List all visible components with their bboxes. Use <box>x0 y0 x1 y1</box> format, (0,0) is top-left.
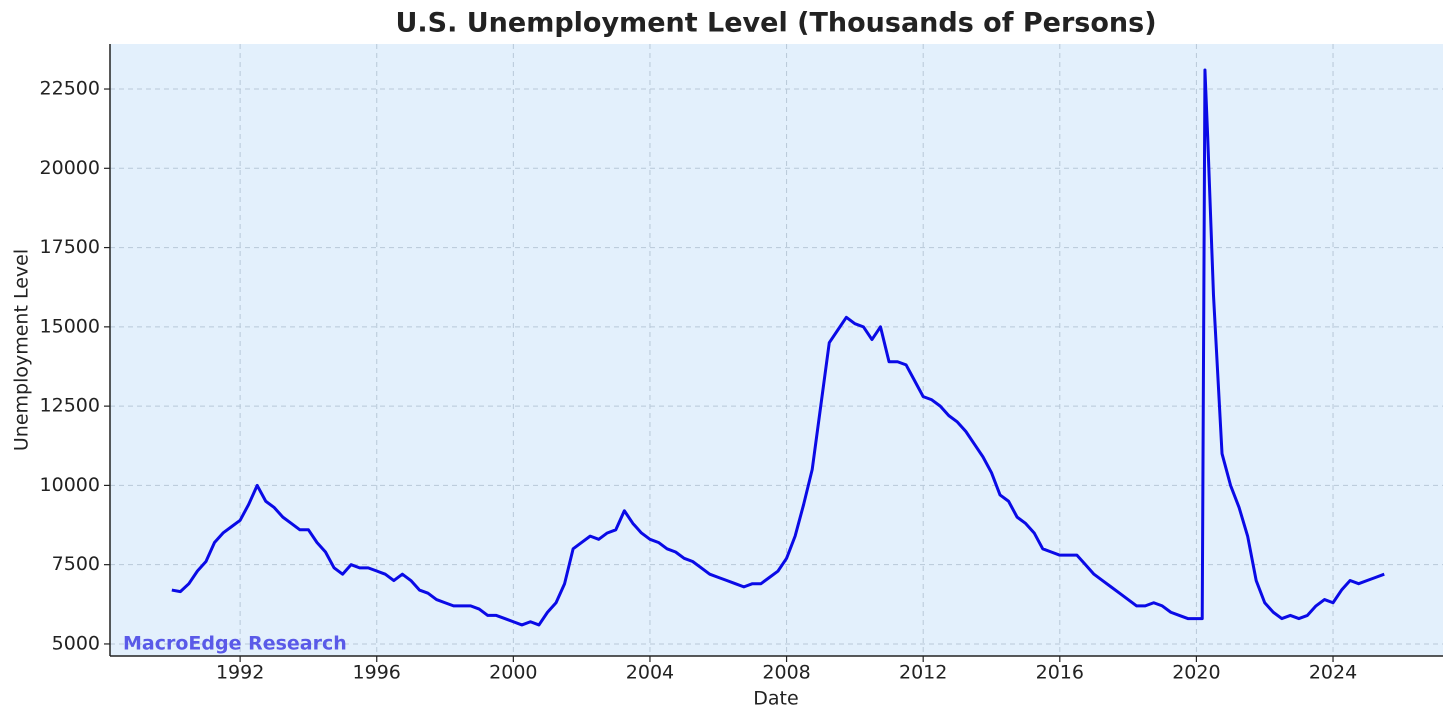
y-tick-label: 17500 <box>40 236 100 258</box>
x-tick-label: 2004 <box>626 662 674 684</box>
watermark: MacroEdge Research <box>123 633 347 655</box>
y-tick-label: 10000 <box>40 474 100 496</box>
y-axis-label: Unemployment Level <box>11 249 33 451</box>
x-tick-label: 2008 <box>762 662 810 684</box>
y-tick-label: 22500 <box>40 78 100 100</box>
x-tick-label: 2024 <box>1309 662 1357 684</box>
x-tick-label: 1992 <box>216 662 264 684</box>
y-tick-label: 20000 <box>40 157 100 179</box>
y-tick-label: 12500 <box>40 395 100 417</box>
y-tick-label: 15000 <box>40 315 100 337</box>
plot-background <box>110 44 1443 656</box>
x-axis-label: Date <box>753 688 798 710</box>
x-tick-label: 2020 <box>1172 662 1220 684</box>
y-tick-label: 7500 <box>52 553 100 575</box>
x-tick-label: 2012 <box>899 662 947 684</box>
lines <box>171 68 1385 627</box>
y-tick-label: 5000 <box>52 632 100 654</box>
data-line <box>171 68 1385 627</box>
x-tick-label: 2016 <box>1036 662 1084 684</box>
x-tick-label: 1996 <box>353 662 401 684</box>
x-tick-label: 2000 <box>489 662 537 684</box>
chart-title: U.S. Unemployment Level (Thousands of Pe… <box>395 8 1156 39</box>
